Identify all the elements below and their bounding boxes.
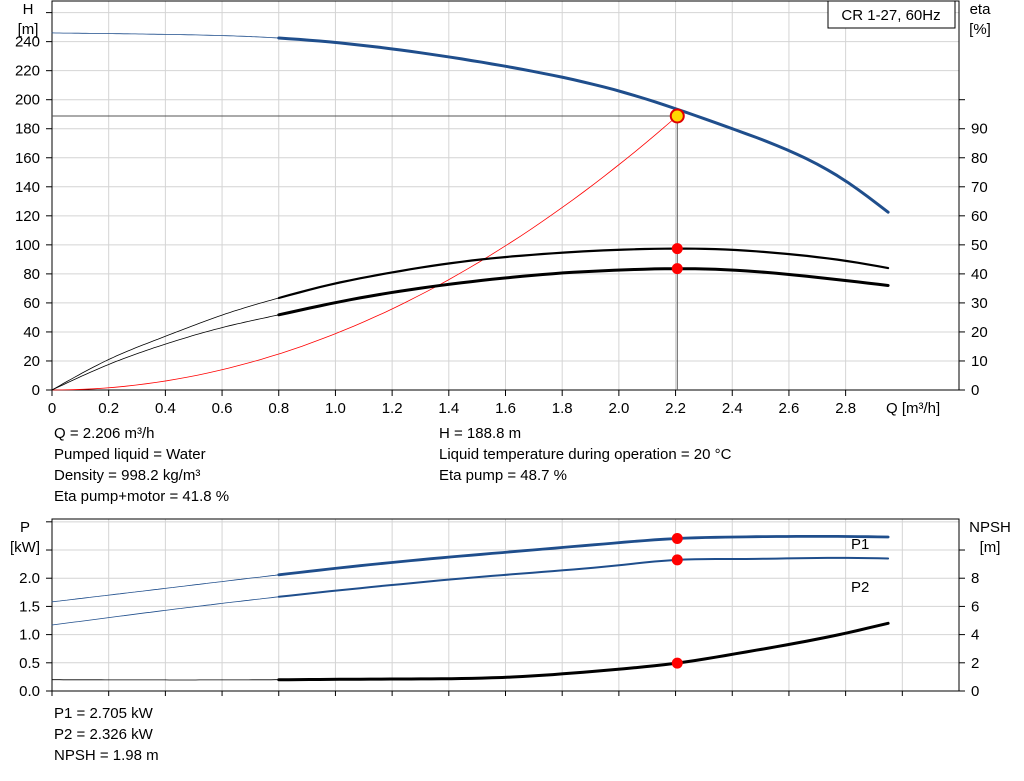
system-curve (51, 115, 678, 391)
eta-pump-motor-curve (277, 267, 890, 317)
top-x-tick-label: 1.6 (495, 400, 516, 417)
top-yr-tick-label: 90 (971, 121, 988, 138)
top-plot-frame (51, 0, 960, 391)
top-x-tick-label: 1.0 (325, 400, 346, 417)
pumped-liquid-readout: Pumped liquid = Water (54, 446, 206, 463)
top-y-tick-label: 240 (15, 34, 40, 51)
p2-curve-thin (51, 596, 280, 626)
top-x-tick-label: 0 (48, 400, 56, 417)
top-x-tick-label: 1.4 (438, 400, 459, 417)
eta-pump-curve (277, 247, 890, 300)
top-y-axis-unit: [m] (18, 21, 39, 38)
top-y-tick-label: 140 (15, 179, 40, 196)
top-x-tick-label: 0.6 (212, 400, 233, 417)
top-yr-tick-label: 40 (971, 266, 988, 283)
p2-duty-point (671, 554, 683, 566)
power-info: P1 = 2.705 kW P2 = 2.326 kW NPSH = 1.98 … (54, 703, 159, 766)
npsh-curve (277, 621, 890, 682)
head-curve-thin (51, 32, 280, 39)
density-readout: Density = 998.2 kg/m³ (54, 467, 201, 484)
top-yr-axis-unit: [%] (969, 21, 991, 38)
top-yr-tick-label: 20 (971, 324, 988, 341)
bottom-y-tick-label: 1.0 (19, 627, 40, 644)
top-yr-tick-label: 50 (971, 237, 988, 254)
top-yr-axis-name: eta (970, 1, 992, 18)
top-x-axis-label: Q [m³/h] (886, 400, 940, 417)
bottom-y-axis-unit: [kW] (10, 539, 40, 556)
top-yr-tick-label: 0 (971, 382, 979, 399)
eta-pump-readout: Eta pump = 48.7 % (439, 467, 567, 484)
top-y-tick-label: 160 (15, 150, 40, 167)
top-y-tick-label: 60 (23, 295, 40, 312)
top-x-tick-label: 2.6 (779, 400, 800, 417)
bottom-yr-axis-unit: [m] (980, 539, 1001, 556)
bottom-y-tick-label: 2.0 (19, 570, 40, 587)
top-y-tick-label: 120 (15, 208, 40, 225)
bottom-yr-tick-label: 0 (971, 683, 979, 700)
eta-pump-curve-thin (51, 297, 280, 391)
eta-pump-duty-point (671, 243, 683, 255)
top-yr-tick-label: 30 (971, 295, 988, 312)
p2-curve (277, 556, 890, 598)
bottom-y-tick-label: 0.5 (19, 655, 40, 672)
top-x-tick-label: 0.4 (155, 400, 176, 417)
eta-pump-motor-readout: Eta pump+motor = 41.8 % (54, 488, 230, 505)
top-yr-tick-label: 60 (971, 208, 988, 225)
head-duty-point (669, 108, 685, 124)
p1-curve (277, 535, 890, 577)
bottom-yr-tick-label: 8 (971, 570, 979, 587)
top-y-tick-label: 200 (15, 92, 40, 109)
top-x-tick-label: 1.2 (382, 400, 403, 417)
top-y-tick-label: 180 (15, 121, 40, 138)
top-x-tick-label: 2.0 (608, 400, 629, 417)
flow-readout: Q = 2.206 m³/h (54, 425, 155, 442)
top-x-tick-label: 2.8 (835, 400, 856, 417)
top-y-tick-label: 20 (23, 353, 40, 370)
p1-duty-point (671, 532, 683, 544)
p1-series-label: P1 (851, 536, 869, 553)
head-curve (277, 36, 890, 214)
p2-series-label: P2 (851, 579, 869, 596)
title-box (827, 0, 956, 29)
head-readout: H = 188.8 m (439, 425, 522, 442)
npsh-duty-point (671, 657, 683, 669)
duty-info-left: Q = 2.206 m³/h Pumped liquid = Water Den… (54, 423, 229, 507)
top-y-axis-name: H (23, 1, 34, 18)
top-yr-tick-label: 10 (971, 353, 988, 370)
bottom-plot-frame (51, 518, 960, 692)
chart-title: CR 1-27, 60Hz (841, 7, 940, 24)
eta-pump-motor-duty-point (671, 263, 683, 275)
p2-readout: P2 = 2.326 kW (54, 726, 153, 743)
bottom-y-axis-name: P (20, 519, 30, 536)
liquid-temperature-readout: Liquid temperature during operation = 20… (439, 446, 732, 463)
top-y-tick-label: 100 (15, 237, 40, 254)
eta-pump-motor-curve-thin (51, 314, 280, 391)
bottom-yr-axis-name: NPSH (969, 519, 1011, 536)
top-x-tick-label: 0.2 (98, 400, 119, 417)
top-y-tick-label: 0 (32, 382, 40, 399)
bottom-y-tick-label: 1.5 (19, 598, 40, 615)
duty-info-right: H = 188.8 m Liquid temperature during op… (439, 423, 731, 486)
top-y-tick-label: 80 (23, 266, 40, 283)
top-yr-tick-label: 80 (971, 150, 988, 167)
bottom-yr-tick-label: 4 (971, 627, 979, 644)
top-x-tick-label: 2.4 (722, 400, 743, 417)
top-x-tick-label: 1.8 (552, 400, 573, 417)
top-y-tick-label: 220 (15, 63, 40, 80)
p1-readout: P1 = 2.705 kW (54, 705, 153, 722)
p1-curve-thin (51, 574, 280, 603)
bottom-yr-tick-label: 6 (971, 598, 979, 615)
top-x-tick-label: 0.8 (268, 400, 289, 417)
bottom-y-tick-label: 0.0 (19, 683, 40, 700)
top-y-tick-label: 40 (23, 324, 40, 341)
top-x-tick-label: 2.2 (665, 400, 686, 417)
bottom-yr-tick-label: 2 (971, 655, 979, 672)
top-yr-tick-label: 70 (971, 179, 988, 196)
npsh-readout: NPSH = 1.98 m (54, 747, 159, 764)
